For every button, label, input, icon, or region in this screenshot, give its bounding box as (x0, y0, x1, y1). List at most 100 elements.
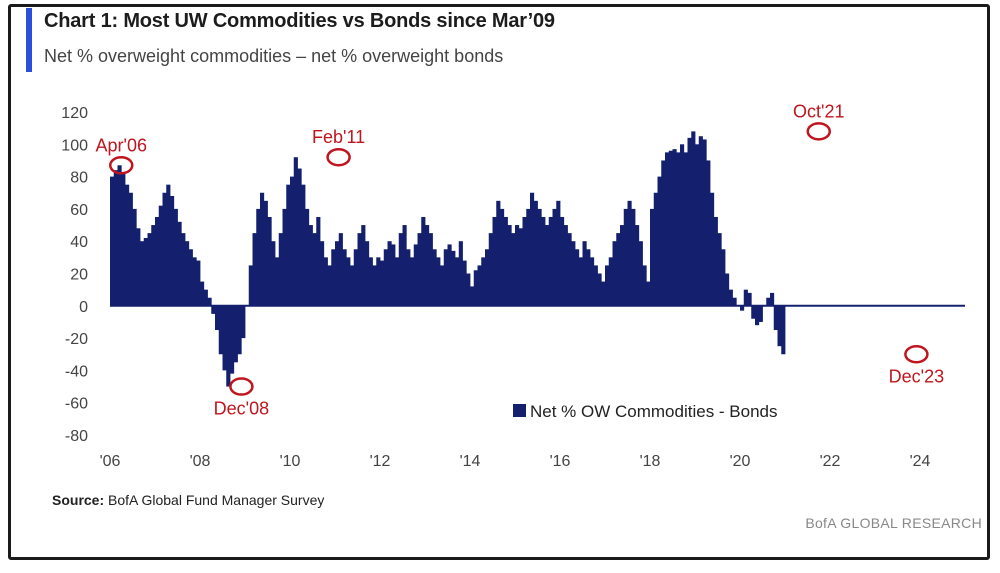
bar (623, 208, 628, 306)
y-tick-label: 20 (70, 267, 88, 284)
bar (271, 241, 276, 306)
bar (308, 225, 313, 306)
x-tick-label: '18 (640, 453, 661, 470)
bar (638, 241, 643, 306)
bar (147, 233, 152, 306)
bar (657, 176, 662, 306)
bar (436, 257, 441, 306)
bar (458, 241, 463, 306)
bar (305, 208, 310, 306)
bar (777, 305, 782, 347)
bar (196, 260, 201, 306)
bar (586, 249, 591, 306)
bar (563, 225, 568, 306)
bar (721, 249, 726, 306)
bar (230, 305, 235, 374)
annotation-circle (904, 345, 929, 364)
bar (665, 152, 670, 306)
bar (331, 249, 336, 306)
bar (177, 221, 182, 306)
bar (383, 249, 388, 306)
bar (462, 260, 467, 306)
bar (560, 216, 565, 306)
bar (635, 225, 640, 306)
bar (121, 173, 126, 306)
x-tick-label: '14 (460, 453, 481, 470)
legend: Net % OW Commodities - Bonds (513, 402, 778, 421)
bar (732, 297, 737, 306)
bar (428, 233, 433, 306)
bar (481, 257, 486, 306)
bar (773, 305, 778, 331)
bar-series (110, 131, 786, 387)
bar (173, 208, 178, 306)
x-tick-label: '22 (820, 453, 841, 470)
bar (278, 233, 283, 306)
bar (518, 228, 523, 306)
bar (537, 208, 542, 306)
x-tick-label: '10 (280, 453, 301, 470)
bar (226, 305, 231, 387)
annotation-label: Apr'06 (96, 135, 147, 155)
bar (342, 249, 347, 306)
bar (140, 241, 145, 306)
bar (443, 249, 448, 306)
bar (248, 265, 253, 306)
bar (680, 144, 685, 306)
y-tick-label: 120 (61, 105, 88, 122)
bar (533, 200, 538, 306)
bar (203, 289, 208, 306)
bar (642, 265, 647, 306)
bar (432, 249, 437, 306)
bar (316, 216, 321, 306)
bar (522, 216, 527, 306)
annotation-circle (229, 377, 254, 396)
bar (578, 257, 583, 306)
bar (380, 260, 385, 306)
bar (312, 233, 317, 306)
y-tick-label: 60 (70, 202, 88, 219)
bar (218, 305, 223, 355)
bar (286, 184, 291, 306)
bar (485, 249, 490, 306)
x-tick-label: '06 (100, 453, 121, 470)
bar (368, 257, 373, 306)
bar (668, 150, 673, 306)
bar (781, 305, 786, 355)
bar (387, 241, 392, 306)
bar (128, 192, 133, 306)
bar (702, 139, 707, 306)
bar (507, 225, 512, 306)
bar (117, 165, 122, 306)
bar (713, 216, 718, 306)
bar (267, 216, 272, 306)
bar (646, 281, 651, 306)
y-tick-label: -80 (65, 428, 88, 445)
bar (552, 208, 557, 306)
bar (421, 216, 426, 306)
annotation-circle (109, 156, 134, 175)
bar (627, 200, 632, 306)
bar (503, 216, 508, 306)
bar (631, 208, 636, 306)
bar (320, 241, 325, 306)
y-tick-label: -40 (65, 363, 88, 380)
bar (717, 233, 722, 306)
y-tick-label: 0 (79, 299, 88, 316)
annotation-label: Oct'21 (793, 101, 844, 121)
bar (155, 216, 160, 306)
bar (376, 257, 381, 306)
x-tick-label: '08 (190, 453, 211, 470)
bar (511, 233, 516, 306)
bar (282, 208, 287, 306)
y-tick-label: 80 (70, 170, 88, 187)
bar (728, 289, 733, 306)
bar (725, 273, 730, 306)
bar (395, 257, 400, 306)
bar (743, 289, 748, 306)
bar (466, 273, 471, 306)
bar (391, 244, 396, 306)
bar (207, 297, 212, 306)
bar (365, 241, 370, 306)
